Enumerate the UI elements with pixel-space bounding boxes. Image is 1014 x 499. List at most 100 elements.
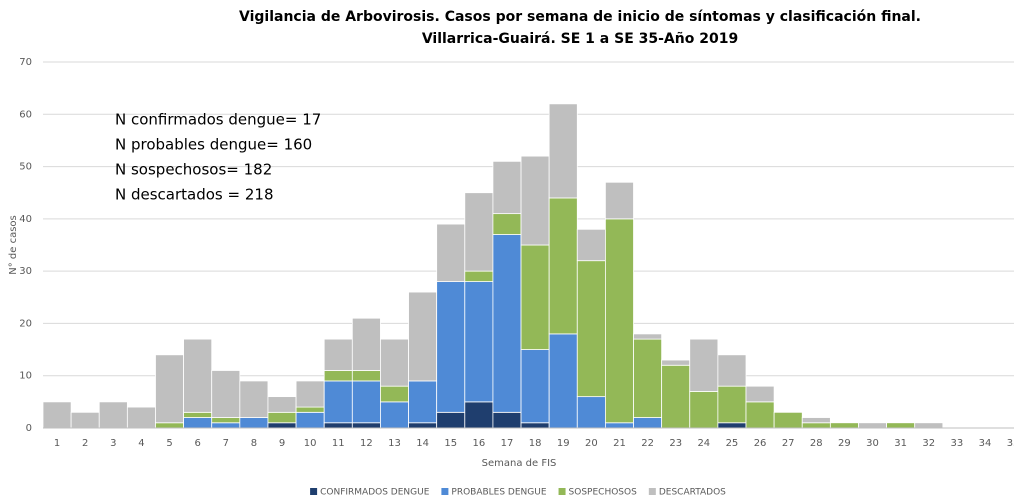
bar-segment [520,155,550,246]
bar-segment [351,422,381,429]
x-tick-label: 10 [304,438,317,449]
x-tick-label: 35 [1007,438,1014,449]
bar-segment [380,338,409,387]
y-tick-label: 70 [19,57,32,68]
bar-segment [323,380,353,424]
bar-segment [576,228,606,262]
x-tick-label: 5 [166,438,172,449]
y-tick-label: 20 [19,318,32,329]
x-tick-label: 19 [557,438,570,449]
bar-segment [239,417,269,429]
bar-segment [801,417,831,424]
bar-segment [380,401,409,429]
x-tick-label: 8 [251,438,257,449]
bar-segment [605,422,634,429]
bar-segment [520,349,550,424]
annotation: N confirmados dengue= 17 [115,111,321,129]
x-tick-label: 15 [444,438,457,449]
x-tick-label: 9 [279,438,285,449]
x-tick-label: 28 [810,438,823,449]
x-tick-label: 33 [951,438,964,449]
chart-title: Vigilancia de Arbovirosis. Casos por sem… [239,9,921,25]
bar-segment [605,218,634,424]
chart-title: Villarrica-Guairá. SE 1 a SE 35-Año 2019 [422,31,738,47]
y-tick-label: 0 [26,423,32,434]
bar-segment [380,385,409,403]
x-tick-label: 27 [782,438,795,449]
bar-segment [126,406,156,429]
x-tick-label: 29 [838,438,851,449]
bar-segment [408,380,438,424]
bar-segment [464,281,494,403]
bar-segment [436,281,466,413]
x-tick-label: 13 [388,438,401,449]
bar-segment [717,354,747,387]
x-tick-label: 17 [501,438,514,449]
bar-segment [689,338,719,392]
x-tick-label: 23 [669,438,682,449]
bar-segment [295,406,325,413]
bar-segment [548,103,578,199]
bar-segment [42,401,72,429]
bar-segment [295,380,325,408]
bar-segment [520,422,550,429]
bar-segment [408,422,438,429]
bar-segment [858,422,887,429]
bar-segment [492,411,522,429]
bar-segment [155,422,184,429]
y-tick-label: 30 [19,266,32,277]
x-tick-label: 30 [866,438,879,449]
legend-swatch [558,488,566,495]
y-tick-label: 40 [19,214,32,225]
bar-segment [576,396,606,429]
legend-swatch [441,488,449,495]
bar-segment [492,234,522,413]
x-tick-label: 14 [416,438,429,449]
bar-segment [155,354,184,424]
bar-segment [605,181,634,220]
x-tick-label: 31 [894,438,907,449]
bar-segment [773,411,803,429]
bar-segment [183,411,213,418]
bar-segment [267,422,297,429]
bar-segment [520,244,550,350]
y-tick-label: 60 [19,109,32,120]
bar-segment [351,317,381,371]
bar-segment [211,417,241,424]
x-tick-label: 2 [82,438,88,449]
bar-segment [633,417,663,429]
bar-segment [829,422,859,429]
bar-segment [211,422,241,429]
bar-segment [633,338,663,418]
annotation: N descartados = 218 [115,186,273,204]
bar-segment [689,390,719,429]
bar-segment [183,338,213,413]
bar-segment [323,338,353,371]
bar-segment [351,370,381,382]
bar-segment [464,192,494,272]
legend-swatch [310,488,318,495]
x-tick-label: 16 [472,438,485,449]
bar-segment [886,422,916,429]
x-tick-label: 20 [585,438,598,449]
x-axis-label: Semana de FIS [482,458,557,469]
bar-segment [745,401,775,429]
legend-text: CONFIRMADOS DENGUE [320,488,430,498]
bar-segment [492,213,522,235]
bar-segment [717,385,747,424]
bar-segment [211,370,241,418]
bar-segment [436,223,466,282]
x-tick-label: 18 [529,438,542,449]
x-tick-label: 1 [54,438,60,449]
y-axis-label: N° de casos [8,215,19,275]
bar-segment [717,422,747,429]
y-tick-label: 10 [19,371,32,382]
legend-swatch [648,488,656,495]
bar-segment [464,401,494,429]
bar-segment [323,370,353,382]
annotation: N sospechosos= 182 [115,161,272,179]
bar-segment [661,364,691,429]
bar-segment [633,333,663,340]
legend-text: DESCARTADOS [659,488,726,498]
